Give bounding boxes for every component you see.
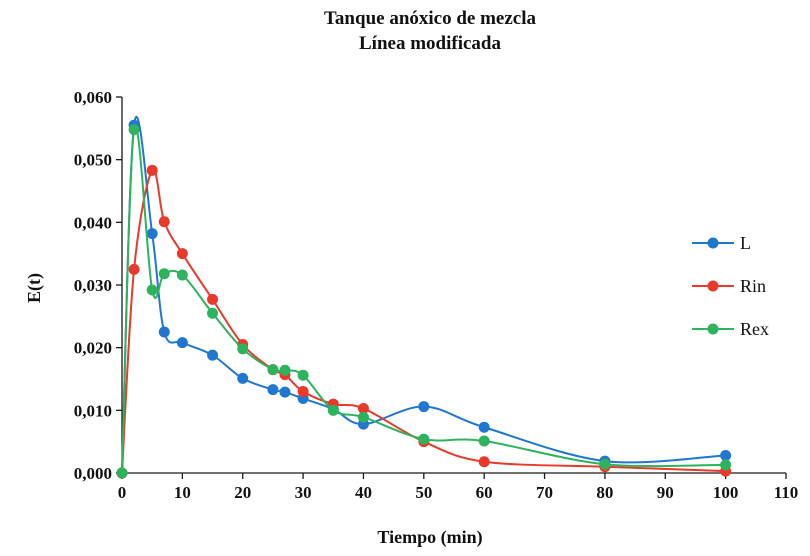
y-tick-label: 0,050 — [74, 151, 112, 170]
series-line-rin — [121, 168, 726, 474]
x-tick-label: 60 — [476, 483, 493, 502]
y-tick-label: 0,010 — [74, 401, 112, 420]
data-point-rin — [158, 216, 170, 228]
legend-label: Rex — [740, 319, 769, 339]
y-tick-label: 0,020 — [74, 339, 112, 358]
y-tick-label: 0,040 — [74, 213, 112, 232]
series-rin — [116, 164, 732, 479]
data-point-rin — [128, 263, 140, 275]
legend-label: L — [740, 233, 751, 253]
data-point-rex — [599, 458, 611, 470]
y-tick-label: 0,000 — [74, 464, 112, 483]
legend-swatch-marker — [707, 237, 719, 249]
data-point-rex — [237, 343, 249, 355]
data-point-rin — [297, 386, 309, 398]
axes: 0 10 20 30 40 50 60 70 80 90 100 110 0,000 0,010 0,020… — [74, 88, 799, 502]
data-point-l — [176, 337, 188, 349]
y-axis-title: E(t) — [24, 273, 45, 303]
data-point-rin — [357, 402, 369, 414]
data-point-rex — [418, 433, 430, 445]
legend-label: Rin — [740, 276, 766, 296]
data-point-l — [207, 349, 219, 361]
data-point-rex — [279, 364, 291, 376]
legend-item-l: L — [692, 233, 751, 253]
data-point-l — [720, 449, 732, 461]
x-axis-title: Tiempo (min) — [377, 527, 482, 548]
x-tick-label: 90 — [657, 483, 674, 502]
data-point-rex — [158, 268, 170, 280]
x-tick-label: 100 — [713, 483, 739, 502]
chart-title-line-2: Línea modificada — [359, 33, 501, 54]
data-point-rex — [116, 467, 128, 479]
data-point-l — [267, 384, 279, 396]
data-point-rex — [267, 364, 279, 376]
x-tick-label: 110 — [774, 483, 799, 502]
data-point-rex — [357, 411, 369, 423]
x-tick-label: 80 — [596, 483, 613, 502]
x-tick-label: 30 — [295, 483, 312, 502]
data-point-rex — [478, 435, 490, 447]
data-point-l — [279, 386, 291, 398]
data-point-rex — [297, 369, 309, 381]
data-point-rin — [176, 248, 188, 260]
legend-item-rex: Rex — [692, 319, 769, 339]
legend-item-rin: Rin — [692, 276, 766, 296]
data-point-l — [418, 401, 430, 413]
y-tick-label: 0,030 — [74, 276, 112, 295]
data-point-l — [478, 421, 490, 433]
data-point-rex — [128, 124, 140, 136]
x-tick-label: 10 — [174, 483, 191, 502]
data-point-l — [146, 228, 158, 240]
data-point-rex — [146, 284, 158, 296]
x-tick-label: 0 — [118, 483, 127, 502]
data-point-rex — [207, 307, 219, 319]
data-point-rin — [207, 293, 219, 305]
x-tick-label: 70 — [536, 483, 553, 502]
data-point-l — [237, 372, 249, 384]
data-point-rin — [146, 164, 158, 176]
chart-title-line-1: Tanque anóxico de mezcla — [324, 8, 536, 29]
legend-swatch-marker — [707, 323, 719, 335]
x-tick-label: 20 — [234, 483, 251, 502]
data-point-rex — [327, 404, 339, 416]
legend: L Rin Rex — [692, 233, 769, 339]
data-point-rin — [478, 456, 490, 468]
data-point-rex — [720, 459, 732, 471]
x-tick-label: 40 — [355, 483, 372, 502]
data-point-l — [158, 326, 170, 338]
data-point-rex — [176, 269, 188, 281]
series-layer — [116, 115, 732, 479]
x-tick-label: 50 — [415, 483, 432, 502]
legend-swatch-marker — [707, 280, 719, 292]
y-tick-label: 0,060 — [74, 88, 112, 107]
series-rex — [116, 124, 732, 479]
